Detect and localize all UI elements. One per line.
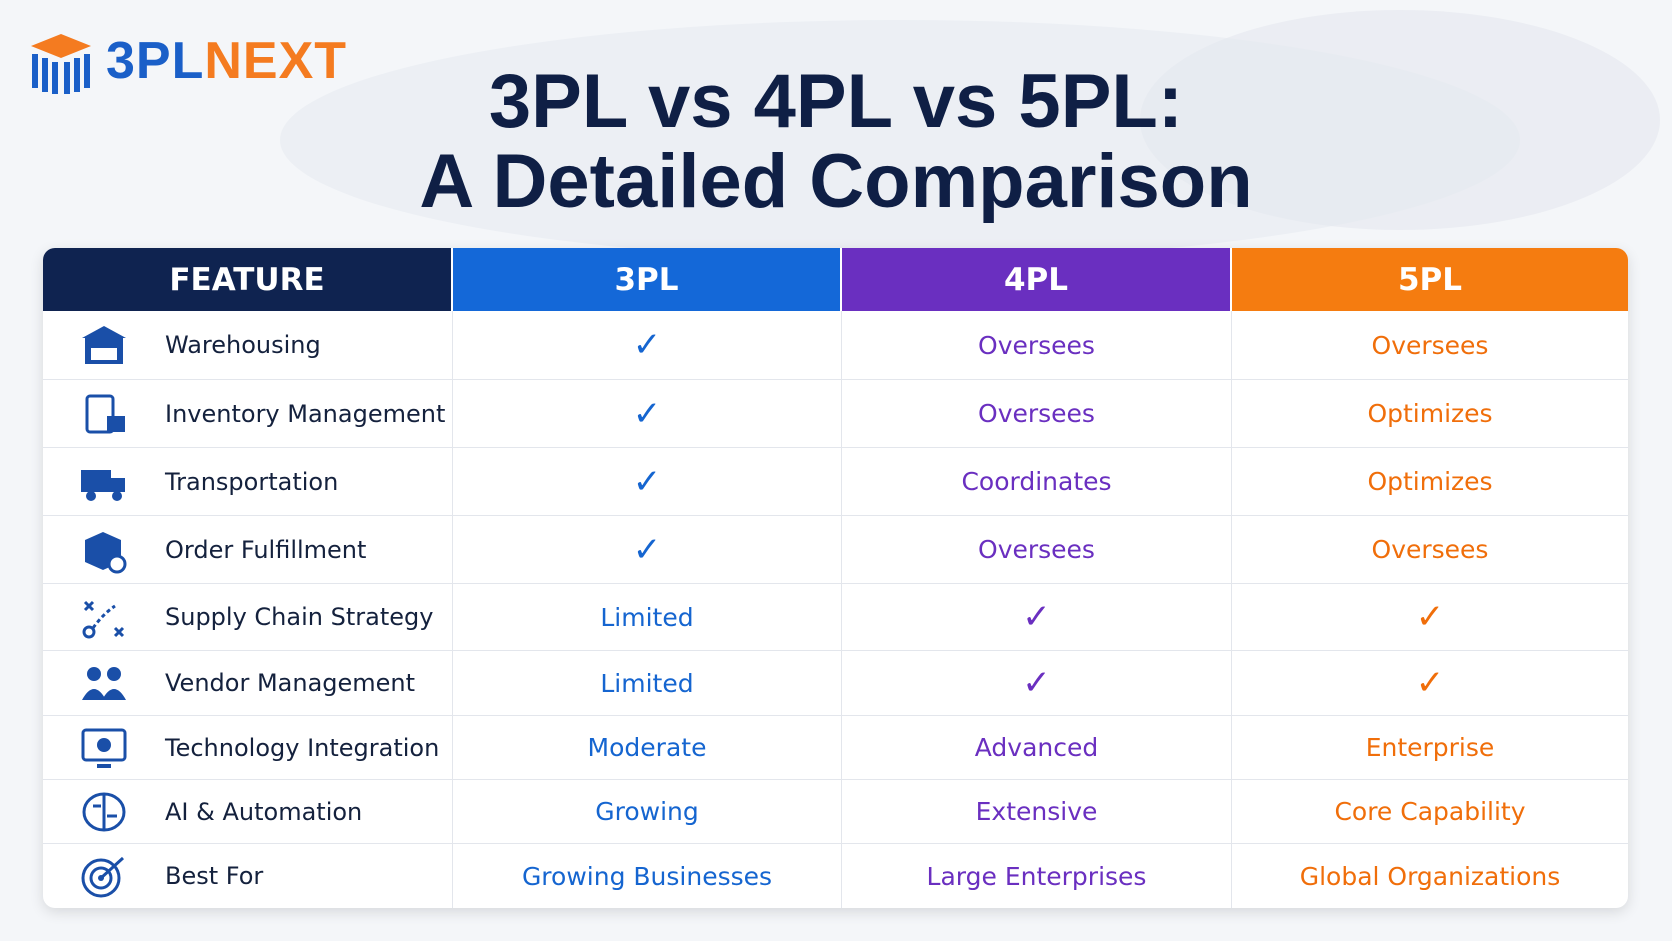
header-cell: 3PL — [453, 248, 842, 311]
value-cell: Global Organizations — [1299, 861, 1561, 891]
feature-icon — [82, 792, 126, 832]
value-cell: Large Enterprises — [842, 844, 1232, 908]
value-cell: Core Capability — [1232, 780, 1628, 844]
feature-icon — [81, 856, 125, 898]
feature-icon — [85, 394, 125, 434]
value-cell: ✓ — [453, 516, 842, 584]
feature-icon — [81, 470, 125, 501]
value-cell: ✓ — [1232, 651, 1628, 716]
feature-cell: AI & Automation — [43, 780, 453, 844]
feature-icon — [82, 325, 126, 364]
title: 3PL vs 4PL vs 5PL: — [488, 59, 1184, 144]
header-cell: 5PL — [1232, 248, 1628, 311]
logo-text: 3PL — [106, 32, 205, 90]
title: A Detailed Comparison — [419, 139, 1253, 224]
feature-cell: Vendor Management — [43, 651, 453, 716]
value-cell: Advanced — [842, 716, 1232, 780]
value-cell: ✓ — [453, 448, 842, 516]
header-cell: FEATURE — [43, 248, 453, 311]
value-cell: ✓ — [842, 651, 1232, 716]
value-cell: Coordinates — [842, 448, 1232, 516]
feature-cell: Warehousing — [43, 311, 453, 380]
value-cell: Oversees — [1232, 516, 1628, 584]
value-cell: Oversees — [842, 380, 1232, 448]
value-cell: Oversees — [842, 516, 1232, 584]
value-cell: Limited — [453, 584, 842, 651]
feature-icon — [82, 600, 125, 638]
value-cell: Optimizes — [1232, 380, 1628, 448]
feature-cell: Inventory Management — [43, 380, 453, 448]
feature-cell: Order Fulfillment — [43, 516, 453, 584]
logo-icon — [31, 34, 91, 94]
comparison-table: FEATURE 3PL 4PL 5PL Warehousing ✓ Oversees Over… — [43, 248, 1628, 908]
feature-cell: Technology Integration — [43, 716, 453, 780]
value-cell: ✓ — [842, 584, 1232, 651]
value-cell: ✓ — [453, 311, 842, 380]
value-cell: ✓ — [1232, 584, 1628, 651]
value-cell: Growing — [453, 780, 842, 844]
feature-icon — [82, 666, 126, 700]
header-cell: 4PL — [842, 248, 1232, 311]
value-cell: Moderate — [453, 716, 842, 780]
feature-cell: Supply Chain Strategy — [43, 584, 453, 651]
feature-icon — [85, 532, 127, 574]
value-cell: Oversees — [1232, 311, 1628, 380]
logo-text: NEXT — [204, 32, 348, 90]
feature-cell: Best For — [43, 844, 453, 908]
value-cell: Growing Businesses — [453, 844, 842, 908]
value-cell: ✓ — [453, 380, 842, 448]
value-cell: Limited — [453, 651, 842, 716]
value-cell: Enterprise — [1232, 716, 1628, 780]
feature-cell: Transportation — [43, 448, 453, 516]
value-cell: Optimizes — [1232, 448, 1628, 516]
feature-icon — [81, 728, 127, 768]
logo: 3PL NEXT — [26, 26, 347, 96]
value-cell: Oversees — [842, 311, 1232, 380]
value-cell: Extensive — [842, 780, 1232, 844]
